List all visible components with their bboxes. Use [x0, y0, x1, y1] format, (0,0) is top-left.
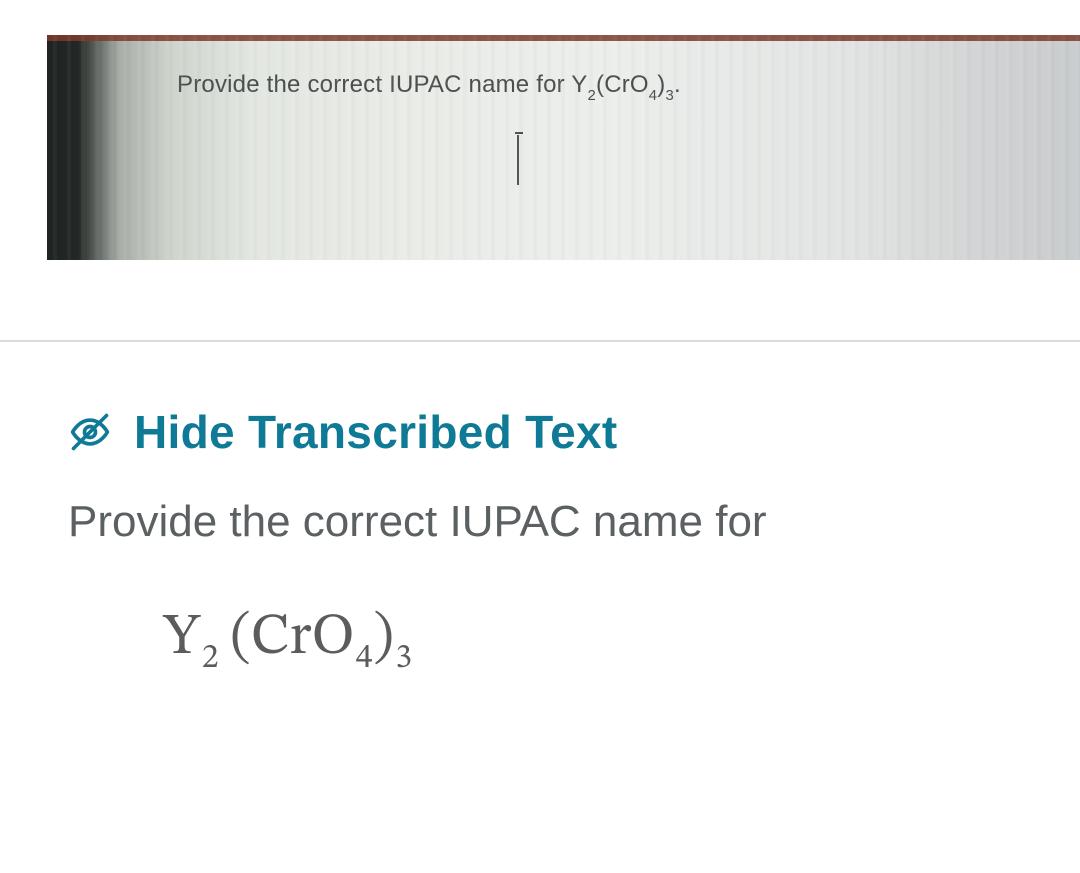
transcript-formula: Y2 (CrO4)3: [163, 602, 1040, 675]
photo-formula-Y: Y: [571, 71, 587, 98]
formula-sub2: 2: [202, 642, 219, 676]
formula-sub4: 4: [356, 642, 373, 676]
hide-transcript-label: Hide Transcribed Text: [134, 405, 617, 459]
photo-formula-O: O: [630, 71, 649, 98]
formula-open: (: [230, 609, 251, 667]
text-cursor: [517, 135, 519, 185]
hide-transcript-toggle[interactable]: Hide Transcribed Text: [68, 405, 1040, 459]
transcript-prompt: Provide the correct IUPAC name for: [68, 497, 1040, 547]
formula-close: ): [373, 609, 394, 667]
photo-formula-open: (: [596, 71, 604, 98]
photo-formula-sub3: 3: [665, 88, 673, 104]
eye-off-icon: [68, 410, 112, 454]
formula-Y: Y: [163, 609, 201, 667]
transcript-region: Hide Transcribed Text Provide the correc…: [68, 405, 1040, 675]
photo-formula-dot: .: [674, 71, 681, 98]
photo-formula-sub4: 4: [649, 88, 657, 104]
divider: [0, 340, 1080, 342]
photo-prompt-text: Provide the correct IUPAC name for Y2(Cr…: [177, 71, 681, 102]
formula-Cr: Cr: [251, 609, 312, 667]
photo-formula-Cr: Cr: [604, 71, 630, 98]
formula-sub3: 3: [395, 642, 412, 676]
question-photo: Provide the correct IUPAC name for Y2(Cr…: [47, 35, 1080, 260]
photo-formula-sub2: 2: [588, 88, 596, 104]
formula-O: O: [312, 609, 355, 667]
photo-prompt-prefix: Provide the correct IUPAC name for: [177, 71, 571, 98]
